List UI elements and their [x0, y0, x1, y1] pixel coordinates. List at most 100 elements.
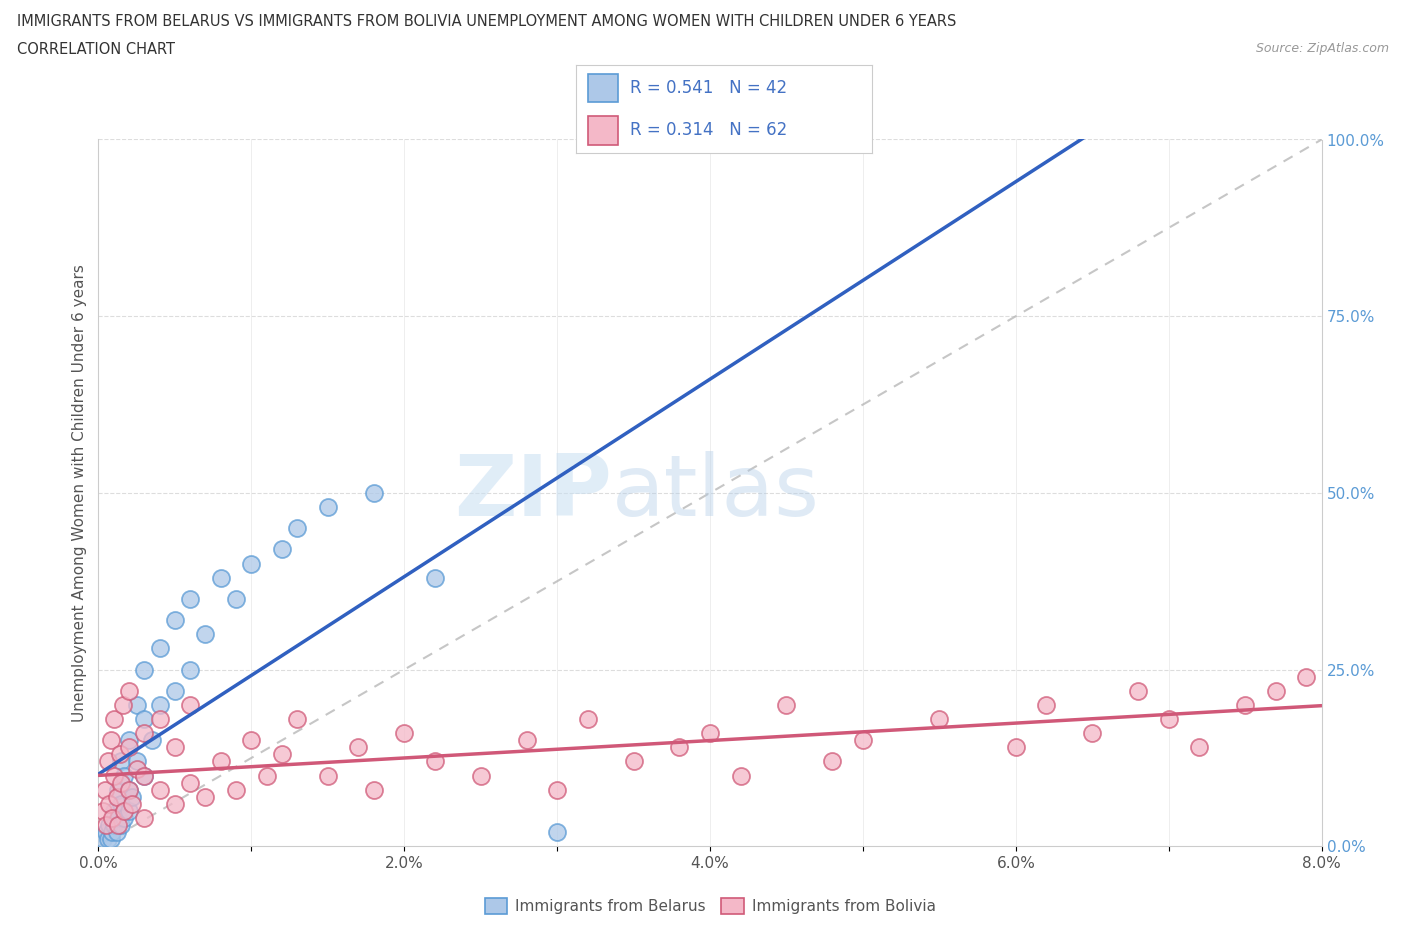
Point [149, 698, 172, 712]
Point [270, 747, 294, 762]
Point [118, 684, 141, 698]
Point [105, 825, 128, 840]
Point [97, 831, 120, 846]
Point [240, 733, 263, 748]
Text: Source: ZipAtlas.com: Source: ZipAtlas.com [1256, 42, 1389, 55]
Point [546, 825, 568, 840]
Point [108, 747, 131, 762]
Point [163, 796, 186, 811]
Point [163, 740, 186, 755]
Point [316, 768, 339, 783]
Point [97, 754, 120, 769]
Point [149, 641, 172, 656]
Point [100, 831, 122, 846]
Point [1157, 711, 1180, 726]
Point [134, 811, 156, 826]
Point [125, 754, 148, 769]
Point [110, 796, 132, 811]
Point [1188, 740, 1211, 755]
Text: IMMIGRANTS FROM BELARUS VS IMMIGRANTS FROM BOLIVIA UNEMPLOYMENT AMONG WOMEN WITH: IMMIGRANTS FROM BELARUS VS IMMIGRANTS FR… [17, 14, 956, 29]
Point [516, 733, 538, 748]
FancyBboxPatch shape [588, 74, 617, 102]
Point [121, 796, 143, 811]
Point [118, 740, 141, 755]
Point [699, 725, 721, 740]
Point [347, 740, 370, 755]
Text: R = 0.314   N = 62: R = 0.314 N = 62 [630, 122, 787, 140]
Point [118, 782, 141, 797]
Point [107, 817, 129, 832]
Point [1128, 684, 1150, 698]
Point [94, 817, 117, 832]
Point [134, 711, 156, 726]
Point [623, 754, 645, 769]
Point [1264, 684, 1286, 698]
Point [112, 768, 135, 783]
FancyBboxPatch shape [588, 116, 617, 145]
Point [103, 804, 125, 818]
Point [134, 725, 156, 740]
Point [103, 711, 125, 726]
Point [194, 627, 217, 642]
Point [94, 825, 117, 840]
Point [105, 790, 128, 804]
Legend: Immigrants from Belarus, Immigrants from Bolivia: Immigrants from Belarus, Immigrants from… [478, 892, 942, 920]
Point [112, 804, 135, 818]
Point [392, 725, 416, 740]
Point [118, 733, 141, 748]
Point [107, 782, 129, 797]
Point [225, 782, 247, 797]
Point [110, 817, 132, 832]
Point [225, 591, 247, 606]
Point [821, 754, 844, 769]
Point [1234, 698, 1257, 712]
Point [1004, 740, 1026, 755]
Point [107, 811, 129, 826]
Point [134, 768, 156, 783]
Point [125, 698, 148, 712]
Point [1035, 698, 1057, 712]
Point [91, 804, 114, 818]
Point [270, 542, 294, 557]
Point [423, 754, 446, 769]
Point [179, 662, 201, 677]
Point [209, 570, 232, 585]
Text: R = 0.541   N = 42: R = 0.541 N = 42 [630, 79, 787, 97]
Point [316, 499, 339, 514]
Point [101, 825, 124, 840]
Point [110, 754, 132, 769]
Text: CORRELATION CHART: CORRELATION CHART [17, 42, 174, 57]
Point [103, 817, 125, 832]
Point [134, 662, 156, 677]
Point [179, 591, 201, 606]
Point [118, 804, 141, 818]
Point [470, 768, 492, 783]
Point [576, 711, 599, 726]
Text: atlas: atlas [612, 451, 820, 535]
Point [668, 740, 690, 755]
Point [240, 556, 263, 571]
Point [100, 733, 122, 748]
Point [423, 570, 446, 585]
Point [149, 782, 172, 797]
Point [110, 776, 132, 790]
Point [1081, 725, 1104, 740]
Point [149, 711, 172, 726]
Point [103, 768, 125, 783]
Point [93, 782, 115, 797]
Point [852, 733, 875, 748]
Point [98, 817, 121, 832]
Point [91, 831, 114, 846]
Point [546, 782, 568, 797]
Text: ZIP: ZIP [454, 451, 612, 535]
Point [121, 790, 143, 804]
Point [112, 811, 135, 826]
Point [285, 521, 308, 536]
Point [363, 485, 385, 500]
Point [209, 754, 232, 769]
Y-axis label: Unemployment Among Women with Children Under 6 years: Unemployment Among Women with Children U… [72, 264, 87, 722]
Point [285, 711, 308, 726]
Point [163, 613, 186, 628]
Point [1295, 670, 1317, 684]
Point [134, 768, 156, 783]
